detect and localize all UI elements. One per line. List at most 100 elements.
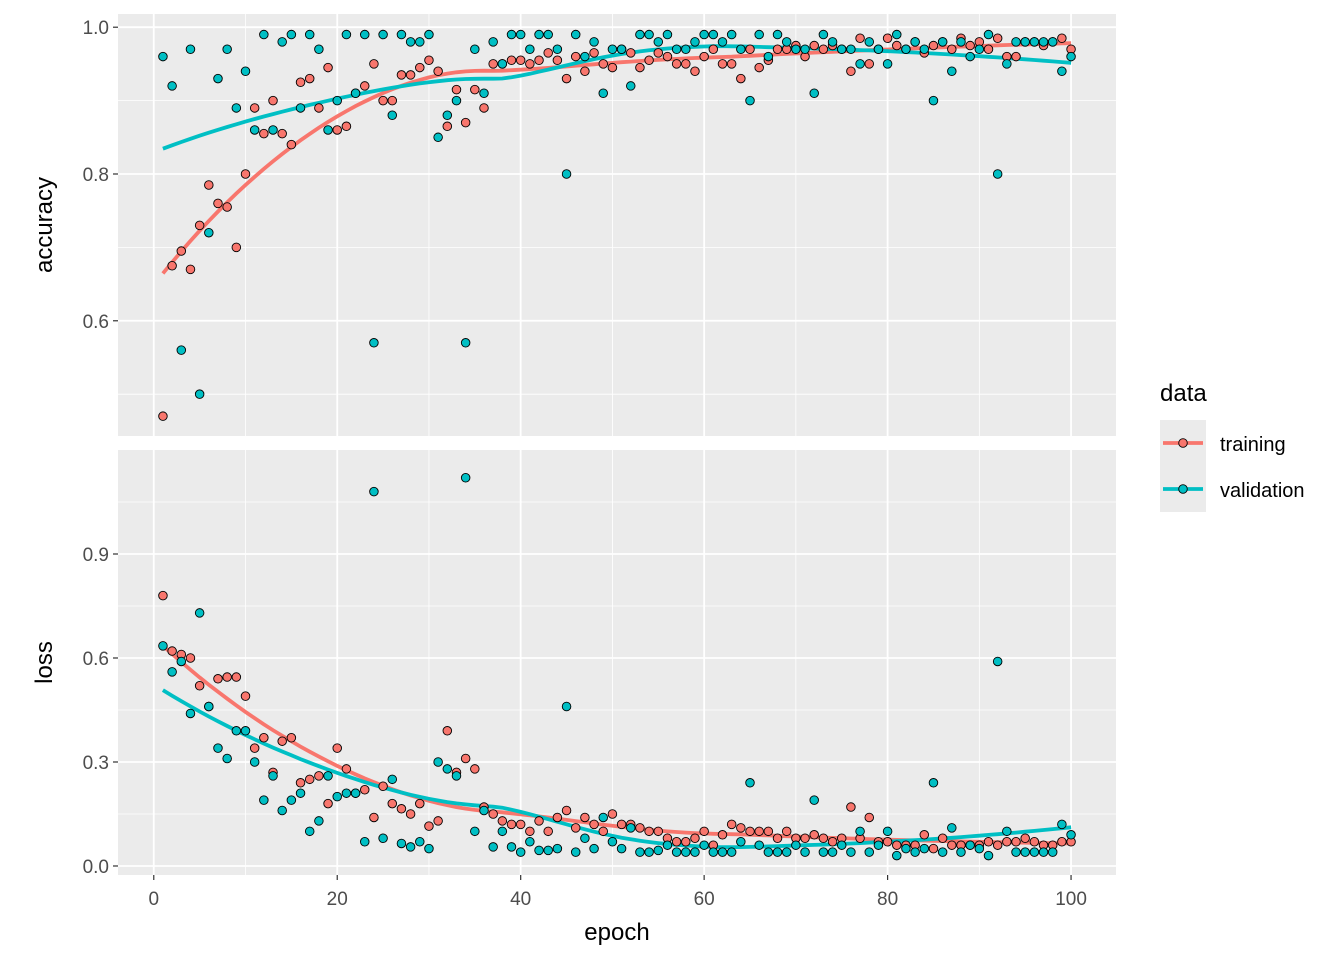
point-validation — [387, 774, 398, 785]
point-validation — [873, 840, 884, 850]
point-validation — [873, 44, 884, 54]
point-validation — [277, 37, 287, 47]
point-validation — [259, 795, 269, 805]
point-validation — [1066, 830, 1076, 840]
point-training — [965, 40, 975, 51]
point-training — [598, 826, 608, 837]
point-validation — [543, 845, 553, 856]
point-validation — [947, 823, 957, 833]
point-training — [433, 66, 443, 76]
point-validation — [552, 44, 563, 54]
point-validation — [892, 29, 902, 40]
point-validation — [580, 51, 590, 62]
point-validation — [378, 833, 388, 844]
point-validation — [470, 826, 480, 837]
point-validation — [396, 29, 407, 40]
point-training — [249, 103, 260, 113]
point-training — [635, 62, 645, 73]
point-validation — [919, 44, 930, 54]
point-validation — [754, 29, 764, 40]
point-training — [552, 812, 563, 823]
point-training — [892, 840, 902, 850]
point-validation — [341, 29, 352, 40]
point-validation — [396, 838, 407, 849]
point-training — [726, 59, 737, 69]
point-training — [286, 139, 297, 150]
point-validation — [671, 44, 682, 54]
point-validation — [681, 847, 691, 857]
point-training — [497, 816, 508, 826]
point-training — [616, 819, 627, 830]
panel-loss: 0.0 0.3 0.6 0.9 loss 0 20 40 60 80 100 — [31, 450, 1164, 910]
point-training — [928, 843, 939, 854]
x-tick-label: 60 — [694, 889, 715, 910]
point-training — [405, 809, 416, 819]
point-training — [827, 836, 838, 847]
point-validation — [552, 843, 563, 854]
point-training — [772, 44, 783, 54]
point-validation — [1038, 847, 1049, 857]
point-training — [341, 121, 352, 132]
point-validation — [726, 29, 737, 40]
point-training — [681, 836, 691, 847]
point-validation — [194, 608, 205, 618]
point-validation — [506, 29, 517, 40]
point-training — [644, 826, 654, 837]
point-training — [194, 680, 205, 691]
y-tick-label: 0.9 — [83, 545, 109, 566]
point-training — [332, 743, 342, 753]
point-training — [488, 59, 498, 69]
point-training — [809, 830, 819, 840]
point-validation — [268, 771, 278, 781]
point-validation — [983, 29, 994, 40]
point-validation — [213, 743, 223, 753]
point-validation — [846, 44, 856, 54]
point-validation — [424, 29, 434, 40]
point-validation — [937, 37, 948, 47]
point-training — [158, 590, 168, 601]
point-validation — [286, 795, 297, 805]
point-training — [671, 59, 682, 69]
y-tick-label: 0.0 — [83, 857, 109, 878]
point-training — [947, 840, 957, 850]
point-training — [378, 95, 388, 106]
point-training — [754, 826, 764, 837]
point-training — [919, 830, 930, 840]
point-validation — [919, 843, 930, 854]
point-validation — [323, 125, 333, 135]
point-training — [846, 802, 856, 812]
point-training — [304, 774, 315, 785]
point-training — [341, 764, 352, 774]
point-validation — [543, 29, 553, 40]
point-training — [598, 59, 608, 69]
point-training — [369, 59, 379, 69]
point-validation — [158, 641, 168, 651]
point-training — [222, 672, 232, 682]
point-training — [167, 646, 177, 656]
point-training — [396, 804, 407, 814]
point-validation — [433, 757, 443, 767]
point-training — [708, 44, 719, 54]
point-training — [626, 48, 636, 58]
point-training — [681, 59, 691, 69]
point-training — [882, 33, 893, 43]
point-training — [864, 812, 875, 823]
point-validation — [910, 847, 920, 857]
point-validation — [525, 836, 535, 847]
point-validation — [662, 29, 673, 40]
legend-title: data — [1160, 380, 1207, 407]
point-training — [570, 823, 581, 833]
point-validation — [369, 338, 379, 348]
point-validation — [791, 840, 801, 850]
point-validation — [488, 37, 498, 47]
point-validation — [1057, 819, 1067, 830]
point-validation — [892, 850, 902, 861]
point-training — [240, 691, 251, 701]
point-validation — [901, 843, 911, 854]
point-training — [1011, 836, 1021, 847]
point-validation — [515, 29, 526, 40]
point-validation — [369, 486, 379, 497]
point-training — [249, 743, 260, 753]
point-validation — [286, 29, 297, 40]
point-training — [442, 726, 453, 736]
